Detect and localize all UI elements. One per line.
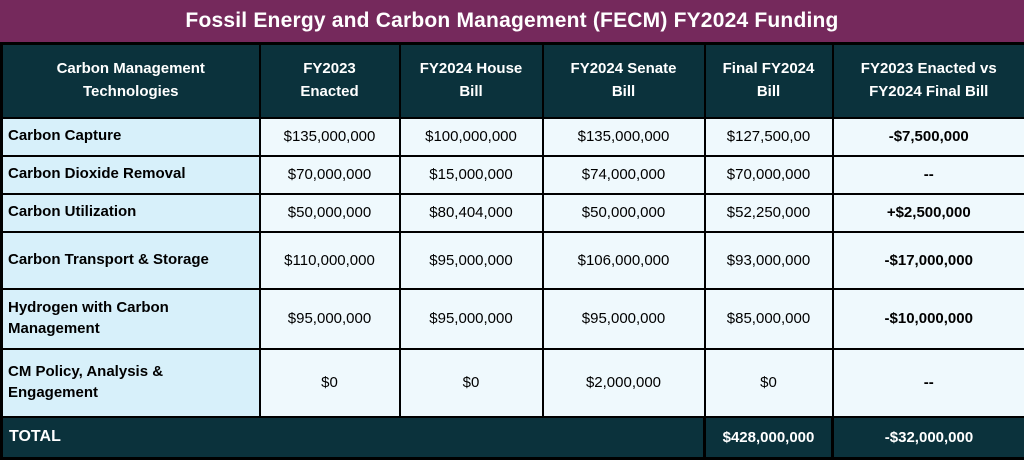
- page-title: Fossil Energy and Carbon Management (FEC…: [185, 9, 838, 33]
- vs-final-cell: -$17,000,000: [833, 232, 1024, 289]
- fy2024-house-cell: $95,000,000: [400, 289, 543, 349]
- fy2024-house-cell: $100,000,000: [400, 118, 543, 156]
- fy2024-house-cell: $95,000,000: [400, 232, 543, 289]
- total-label: TOTAL: [2, 417, 705, 459]
- final-fy2024-cell: $70,000,000: [705, 156, 833, 194]
- header-carbon-management-technologies: Carbon Management Technologies: [2, 44, 260, 118]
- fy2023-enacted-cell: $110,000,000: [260, 232, 400, 289]
- fy2023-enacted-cell: $135,000,000: [260, 118, 400, 156]
- vs-final-cell: +$2,500,000: [833, 194, 1024, 232]
- fy2024-senate-cell: $106,000,000: [543, 232, 705, 289]
- vs-final-cell: -$10,000,000: [833, 289, 1024, 349]
- fy2023-enacted-cell: $0: [260, 349, 400, 417]
- total-vs-final-cell: -$32,000,000: [833, 417, 1024, 459]
- fy2024-house-cell: $15,000,000: [400, 156, 543, 194]
- vs-final-cell: --: [833, 349, 1024, 417]
- header-fy2023-enacted: FY2023 Enacted: [260, 44, 400, 118]
- final-fy2024-cell: $93,000,000: [705, 232, 833, 289]
- table-row-carbon-utilization: Carbon Utilization $50,000,000 $80,404,0…: [2, 194, 1024, 232]
- table-row-cm-policy-analysis-engagement: CM Policy, Analysis & Engagement $0 $0 $…: [2, 349, 1024, 417]
- header-fy2024-house-bill: FY2024 House Bill: [400, 44, 543, 118]
- fy2023-enacted-cell: $95,000,000: [260, 289, 400, 349]
- fy2024-senate-cell: $74,000,000: [543, 156, 705, 194]
- fy2024-senate-cell: $50,000,000: [543, 194, 705, 232]
- row-label: CM Policy, Analysis & Engagement: [2, 349, 260, 417]
- row-label: Carbon Utilization: [2, 194, 260, 232]
- fy2023-enacted-cell: $70,000,000: [260, 156, 400, 194]
- row-label: Carbon Dioxide Removal: [2, 156, 260, 194]
- funding-table: Carbon Management Technologies FY2023 En…: [0, 42, 1024, 460]
- fy2024-senate-cell: $95,000,000: [543, 289, 705, 349]
- total-final-fy2024-cell: $428,000,000: [705, 417, 833, 459]
- header-fy2024-senate-bill: FY2024 Senate Bill: [543, 44, 705, 118]
- table-total-row: TOTAL $428,000,000 -$32,000,000: [2, 417, 1024, 459]
- fy2024-house-cell: $0: [400, 349, 543, 417]
- vs-final-cell: -$7,500,000: [833, 118, 1024, 156]
- title-bar: Fossil Energy and Carbon Management (FEC…: [0, 0, 1024, 42]
- row-label: Carbon Capture: [2, 118, 260, 156]
- row-label: Hydrogen with Carbon Management: [2, 289, 260, 349]
- header-fy2023-vs-fy2024-final: FY2023 Enacted vs FY2024 Final Bill: [833, 44, 1024, 118]
- table-row-carbon-dioxide-removal: Carbon Dioxide Removal $70,000,000 $15,0…: [2, 156, 1024, 194]
- fy2024-senate-cell: $2,000,000: [543, 349, 705, 417]
- final-fy2024-cell: $127,500,00: [705, 118, 833, 156]
- vs-final-cell: --: [833, 156, 1024, 194]
- header-final-fy2024-bill: Final FY2024 Bill: [705, 44, 833, 118]
- row-label: Carbon Transport & Storage: [2, 232, 260, 289]
- final-fy2024-cell: $52,250,000: [705, 194, 833, 232]
- table-row-carbon-capture: Carbon Capture $135,000,000 $100,000,000…: [2, 118, 1024, 156]
- final-fy2024-cell: $85,000,000: [705, 289, 833, 349]
- table-row-hydrogen-with-carbon-management: Hydrogen with Carbon Management $95,000,…: [2, 289, 1024, 349]
- fy2024-senate-cell: $135,000,000: [543, 118, 705, 156]
- table-header-row: Carbon Management Technologies FY2023 En…: [2, 44, 1024, 118]
- fy2024-house-cell: $80,404,000: [400, 194, 543, 232]
- final-fy2024-cell: $0: [705, 349, 833, 417]
- table-row-carbon-transport-storage: Carbon Transport & Storage $110,000,000 …: [2, 232, 1024, 289]
- fy2023-enacted-cell: $50,000,000: [260, 194, 400, 232]
